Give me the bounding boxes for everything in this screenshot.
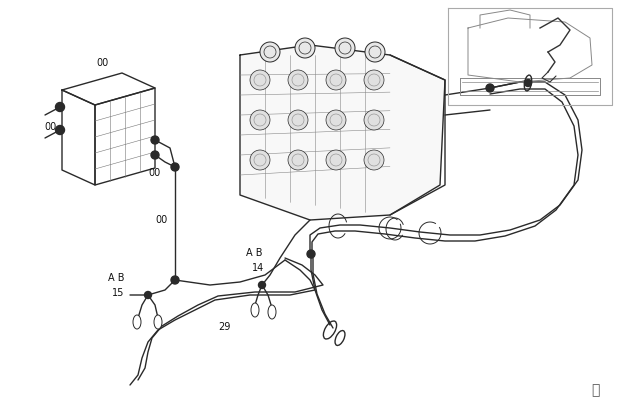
Circle shape [326,150,346,170]
Polygon shape [240,45,445,220]
Circle shape [365,42,385,62]
Circle shape [326,110,346,130]
Text: 15: 15 [112,288,125,298]
Circle shape [56,126,64,135]
Circle shape [144,291,151,299]
Circle shape [288,110,308,130]
Text: 00: 00 [148,168,160,178]
Circle shape [250,150,270,170]
Circle shape [151,136,159,144]
Circle shape [364,70,384,90]
Text: 14: 14 [252,263,264,273]
Circle shape [295,38,315,58]
Ellipse shape [154,315,162,329]
Circle shape [151,151,159,159]
Circle shape [260,42,280,62]
Circle shape [364,150,384,170]
Circle shape [307,250,315,258]
Circle shape [288,150,308,170]
Ellipse shape [133,315,141,329]
Circle shape [250,70,270,90]
Circle shape [259,282,265,288]
Circle shape [525,80,531,86]
Text: 29: 29 [218,322,231,332]
Text: 00: 00 [155,215,167,225]
Text: 00: 00 [96,58,108,68]
Text: A B: A B [108,273,125,283]
Text: 00: 00 [44,122,56,132]
Text: A B: A B [246,248,262,258]
Ellipse shape [268,305,276,319]
Circle shape [56,102,64,111]
Circle shape [486,84,494,92]
Text: Ⓦ: Ⓦ [591,383,599,397]
Circle shape [288,70,308,90]
Circle shape [364,110,384,130]
Circle shape [171,163,179,171]
Circle shape [250,110,270,130]
Circle shape [326,70,346,90]
Ellipse shape [251,303,259,317]
Circle shape [335,38,355,58]
Circle shape [171,276,179,284]
